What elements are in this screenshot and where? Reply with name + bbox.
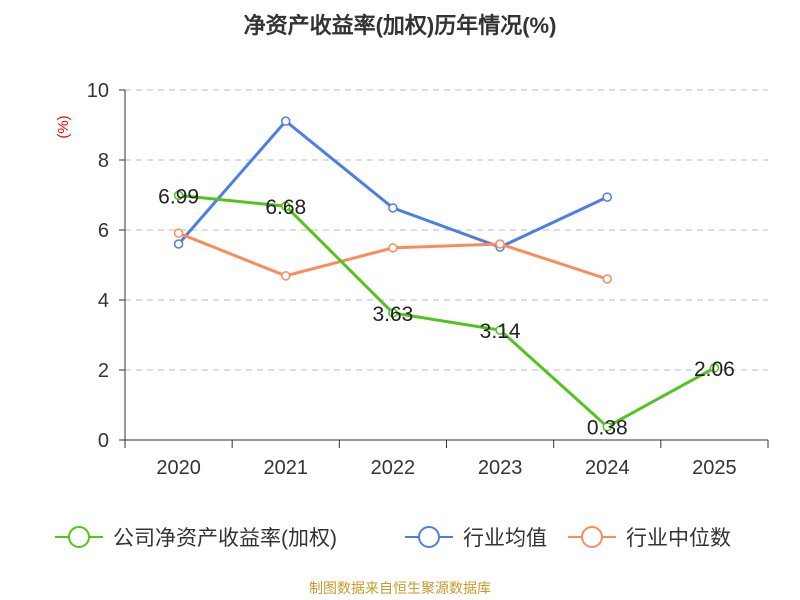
series-line-1: [177, 119, 608, 249]
data-point: [709, 363, 720, 373]
y-tick-label: 8: [98, 150, 109, 172]
legend-marker: [581, 526, 603, 548]
data-point: [602, 274, 612, 284]
data-point: [388, 243, 398, 253]
data-point: [495, 239, 505, 249]
data-label: 2.06: [694, 358, 735, 381]
chart-title: 净资产收益率(加权)历年情况(%): [243, 13, 557, 38]
data-label: 3.14: [480, 320, 521, 343]
y-tick-label: 0: [98, 430, 109, 452]
y-tick-label: 10: [87, 80, 109, 102]
legend-label: 行业均值: [463, 527, 547, 550]
y-axis-label: (%): [55, 115, 72, 138]
data-point: [173, 190, 184, 201]
data-point: [281, 271, 291, 281]
data-point: [602, 192, 612, 202]
x-tick-label: 2024: [585, 457, 630, 479]
legend-marker: [68, 526, 90, 548]
data-point: [495, 325, 505, 335]
y-tick-label: 2: [98, 360, 109, 382]
data-point: [281, 116, 291, 126]
data-point: [173, 239, 184, 249]
y-tick-label: 4: [98, 290, 109, 312]
legend-marker: [418, 526, 440, 548]
data-label: 6.68: [265, 196, 306, 219]
data-point: [173, 228, 184, 238]
data-point: [388, 308, 398, 318]
y-tick-label: 6: [98, 220, 109, 242]
x-tick-label: 2025: [692, 457, 737, 479]
x-tick-label: 2020: [156, 457, 201, 479]
x-tick-label: 2022: [371, 457, 416, 479]
data-label: 6.99: [158, 185, 199, 208]
data-point: [281, 201, 291, 211]
data-label: 3.63: [372, 303, 413, 326]
x-tick-label: 2021: [264, 457, 309, 479]
footer-source: 制图数据来自恒生聚源数据库: [309, 580, 491, 596]
data-label: 0.38: [587, 417, 628, 440]
data-point: [602, 421, 612, 432]
series-line-0: [178, 193, 716, 429]
x-tick-label: 2023: [478, 457, 523, 479]
legend-label: 公司净资产收益率(加权): [113, 527, 337, 550]
series-line-2: [178, 231, 608, 281]
legend-label: 行业中位数: [626, 527, 731, 550]
data-point: [388, 203, 398, 213]
